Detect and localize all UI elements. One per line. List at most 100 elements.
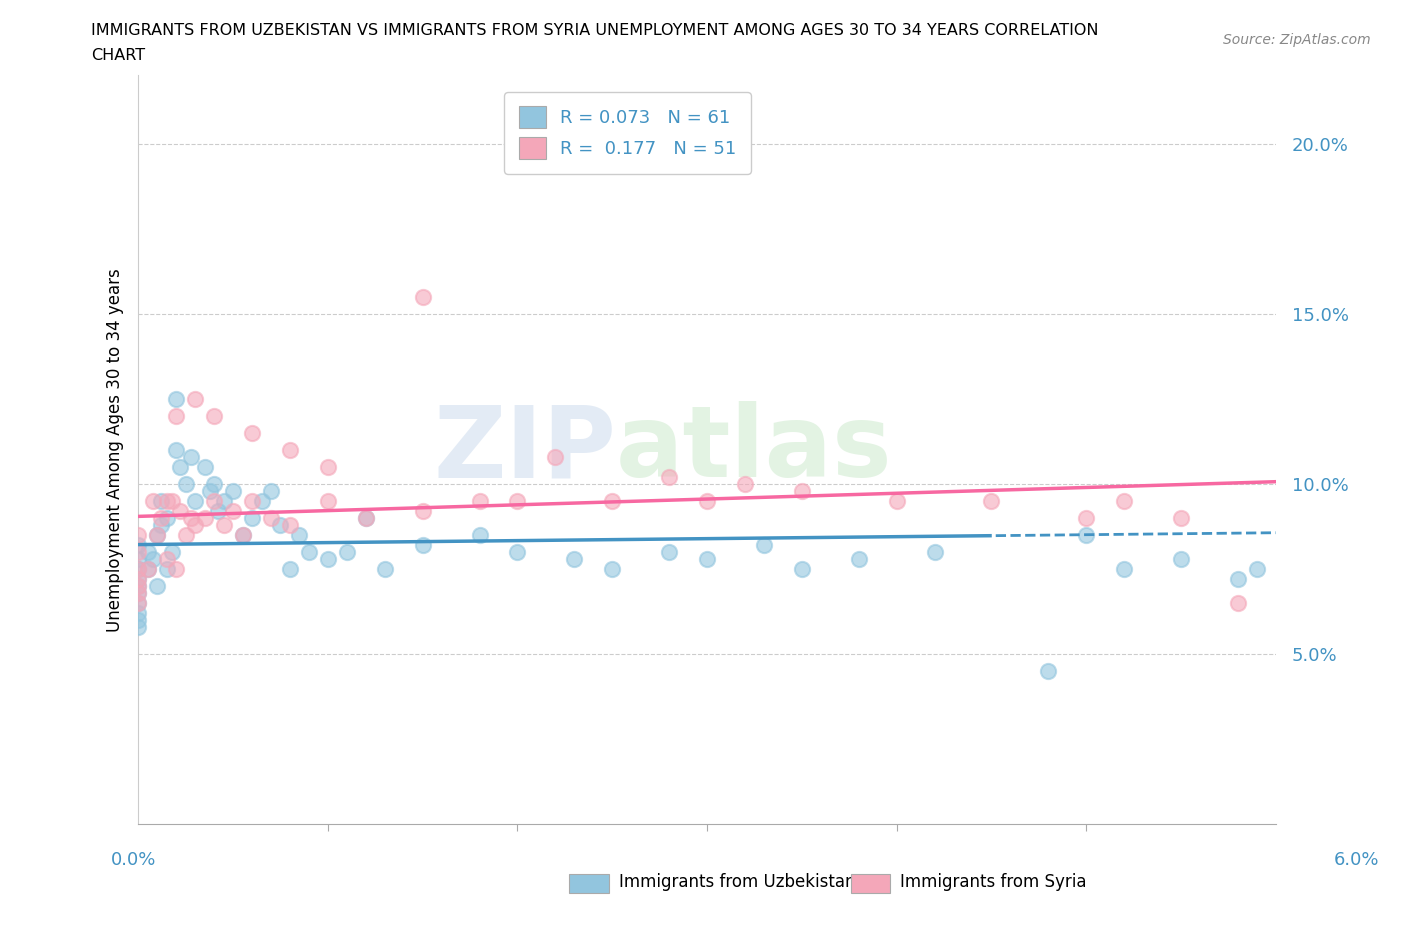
Point bbox=[752, 538, 775, 552]
Point bbox=[136, 562, 159, 577]
Point bbox=[165, 408, 187, 423]
Point bbox=[127, 562, 149, 577]
Point bbox=[184, 392, 207, 406]
Point bbox=[562, 551, 585, 566]
Point bbox=[127, 586, 149, 601]
Point bbox=[212, 494, 235, 509]
Point bbox=[240, 425, 263, 440]
Point bbox=[156, 551, 179, 566]
Point bbox=[600, 494, 623, 509]
Point bbox=[412, 538, 434, 552]
Point bbox=[316, 459, 339, 474]
Point bbox=[658, 470, 681, 485]
Point bbox=[336, 545, 359, 560]
Point bbox=[600, 562, 623, 577]
Text: Immigrants from Uzbekistan: Immigrants from Uzbekistan bbox=[619, 872, 855, 891]
Point bbox=[194, 459, 217, 474]
Point bbox=[162, 494, 184, 509]
Point bbox=[174, 476, 197, 491]
Point bbox=[212, 517, 235, 532]
Point bbox=[127, 595, 149, 610]
Point bbox=[734, 476, 756, 491]
Point bbox=[222, 504, 245, 519]
Text: Immigrants from Syria: Immigrants from Syria bbox=[900, 872, 1087, 891]
Point bbox=[127, 545, 149, 560]
Text: atlas: atlas bbox=[616, 402, 893, 498]
Point bbox=[200, 484, 222, 498]
Point bbox=[980, 494, 1002, 509]
Point bbox=[165, 562, 187, 577]
Point bbox=[924, 545, 946, 560]
Point bbox=[316, 551, 339, 566]
Point bbox=[127, 562, 149, 577]
Point bbox=[162, 545, 184, 560]
Point bbox=[1170, 551, 1192, 566]
Point bbox=[278, 562, 301, 577]
Point bbox=[544, 449, 567, 464]
Text: 6.0%: 6.0% bbox=[1334, 851, 1379, 870]
Point bbox=[1226, 595, 1249, 610]
Point bbox=[886, 494, 908, 509]
Text: IMMIGRANTS FROM UZBEKISTAN VS IMMIGRANTS FROM SYRIA UNEMPLOYMENT AMONG AGES 30 T: IMMIGRANTS FROM UZBEKISTAN VS IMMIGRANTS… bbox=[91, 23, 1099, 38]
Point bbox=[790, 484, 813, 498]
Point bbox=[169, 504, 191, 519]
Point bbox=[150, 517, 173, 532]
Point bbox=[269, 517, 291, 532]
Point bbox=[127, 572, 149, 587]
Point bbox=[288, 527, 311, 542]
Point bbox=[468, 527, 491, 542]
Point bbox=[127, 578, 149, 593]
Point bbox=[232, 527, 254, 542]
Point bbox=[174, 527, 197, 542]
Point bbox=[184, 517, 207, 532]
Y-axis label: Unemployment Among Ages 30 to 34 years: Unemployment Among Ages 30 to 34 years bbox=[107, 268, 124, 631]
Point bbox=[250, 494, 273, 509]
Point bbox=[240, 511, 263, 525]
Point bbox=[156, 562, 179, 577]
Point bbox=[127, 538, 149, 552]
Point bbox=[202, 476, 225, 491]
Point bbox=[184, 494, 207, 509]
Point bbox=[298, 545, 321, 560]
Point bbox=[165, 443, 187, 458]
Point bbox=[194, 511, 217, 525]
Point bbox=[207, 504, 229, 519]
Point bbox=[127, 595, 149, 610]
Point bbox=[1114, 562, 1136, 577]
Point bbox=[278, 443, 301, 458]
Point bbox=[354, 511, 377, 525]
Point bbox=[1246, 562, 1268, 577]
Point bbox=[127, 586, 149, 601]
Point bbox=[142, 551, 165, 566]
Point bbox=[1076, 527, 1098, 542]
Point bbox=[202, 408, 225, 423]
Point bbox=[848, 551, 870, 566]
Point bbox=[156, 511, 179, 525]
Point bbox=[1038, 664, 1060, 679]
Point bbox=[260, 484, 283, 498]
Point bbox=[146, 578, 169, 593]
Point bbox=[412, 289, 434, 304]
Text: ZIP: ZIP bbox=[433, 402, 616, 498]
Text: CHART: CHART bbox=[91, 48, 145, 63]
Point bbox=[232, 527, 254, 542]
Point bbox=[222, 484, 245, 498]
Point bbox=[127, 551, 149, 566]
Point bbox=[136, 545, 159, 560]
Text: 0.0%: 0.0% bbox=[111, 851, 156, 870]
Point bbox=[790, 562, 813, 577]
Point bbox=[156, 494, 179, 509]
Point bbox=[1226, 572, 1249, 587]
Point bbox=[240, 494, 263, 509]
Point bbox=[1114, 494, 1136, 509]
Point bbox=[165, 392, 187, 406]
Point bbox=[127, 619, 149, 634]
Point bbox=[506, 545, 529, 560]
Point bbox=[506, 494, 529, 509]
Point bbox=[1076, 511, 1098, 525]
Point bbox=[1170, 511, 1192, 525]
Point bbox=[142, 494, 165, 509]
Point bbox=[278, 517, 301, 532]
Point bbox=[127, 572, 149, 587]
Point bbox=[127, 613, 149, 628]
